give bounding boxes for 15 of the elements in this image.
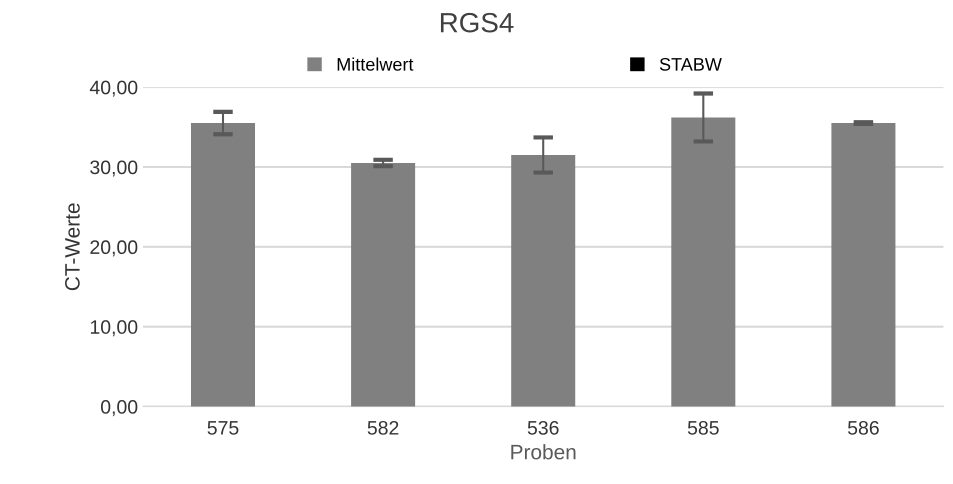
x-tick-label: 586 xyxy=(848,420,879,435)
x-tick-label: 575 xyxy=(208,421,238,435)
chart-title: RGS4 xyxy=(440,12,514,33)
y-tick-label: 40,00 xyxy=(90,80,138,97)
y-tick-label: 30,00 xyxy=(90,160,138,177)
x-axis-title: Proben xyxy=(511,444,576,460)
y-tick-label: 20,00 xyxy=(90,240,138,256)
legend-label: STABW xyxy=(660,58,722,71)
x-tick-label: 585 xyxy=(688,420,719,435)
x-tick-label: 582 xyxy=(368,420,398,435)
legend-label: Mittelwert xyxy=(338,57,414,71)
x-tick-label: 536 xyxy=(528,420,559,435)
y-axis-title: CT-Werte xyxy=(65,203,80,290)
y-tick-label: 10,00 xyxy=(90,320,138,336)
y-tick-label: 0,00 xyxy=(101,400,138,416)
